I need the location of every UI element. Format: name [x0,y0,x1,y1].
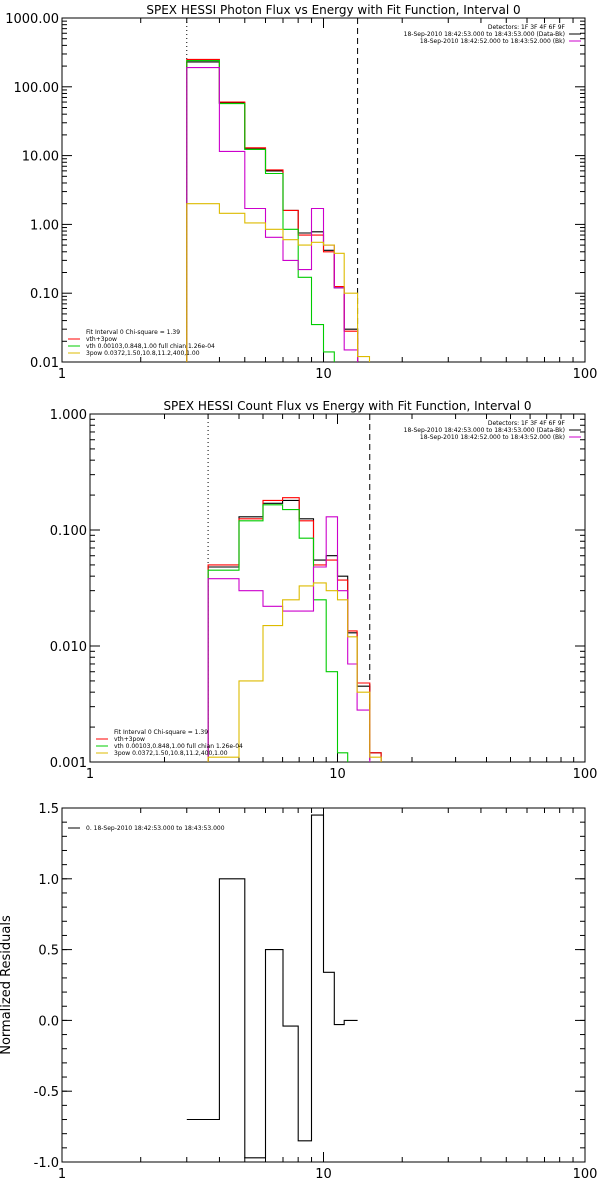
series-line-4 [207,516,371,762]
series-line-5 [207,582,382,762]
chart-panel-1: SPEX HESSI Photon Flux vs Energy with Fi… [5,3,598,382]
y-axis: -1.0 -0.5 0.0 0.5 1.0 1.5 [34,802,585,1171]
x-tick-label: 100 [573,1167,598,1182]
series-line-4 [186,67,359,362]
y-tick-label: 0.0 [38,1014,59,1029]
y-tick-label: 1.000 [50,408,87,423]
y-tick-label: 1.5 [38,802,59,817]
x-tick-label: 10 [329,767,346,782]
x-tick-label: 10 [315,367,332,382]
y-tick-label: 1.00 [30,218,59,233]
y-tick-label: 0.5 [38,944,59,959]
series-line-1 [207,499,382,762]
legend-entry-text: 18-Sep-2010 18:42:53.000 to 18:43:53.000… [404,31,565,38]
x-tick-label: 1 [58,367,66,382]
series-line-1 [186,61,359,362]
y-axis: 0.001 0.010 0.100 1.000 [50,408,585,771]
x-axis: 1 10 100 [58,18,598,382]
legend-entry-text: Detectors: 1F 3F 4F 6F 9F [488,420,566,427]
y-tick-label: 1.0 [38,873,59,888]
chart-title: SPEX HESSI Photon Flux vs Energy with Fi… [146,3,520,17]
y-tick-label: -1.0 [34,1156,59,1171]
series-line-5 [186,203,371,362]
series-line-1 [186,814,358,1159]
y-tick-label: 100.00 [14,81,60,96]
legend-entry-text: vth+3pow [114,736,145,743]
x-axis: 1 10 100 [86,414,598,782]
y-tick-label: 0.01 [30,356,59,371]
legend-entry-text: Fit Interval 0 Chi-square = 1.39 [86,329,180,336]
series-line-2 [186,58,359,362]
legend-legend_bl: Fit Interval 0 Chi-square = 1.39vth+3pow… [68,329,215,357]
chart-panel-2: SPEX HESSI Count Flux vs Energy with Fit… [50,399,598,782]
x-tick-label: 10 [315,1167,332,1182]
series-line-3 [207,504,349,762]
legend-entry-text: 18-Sep-2010 18:42:52.000 to 18:43:52.000… [420,38,565,45]
y-axis-label: Normalized Residuals [0,915,14,1055]
y-tick-label: 0.100 [50,524,87,539]
y-tick-label: 0.001 [50,756,87,771]
x-axis: 1 10 100 [58,808,598,1182]
series-group [186,58,371,362]
legend-legend_tl: 0. 18-Sep-2010 18:42:53.000 to 18:43:53.… [68,825,225,832]
legend-entry-text: vth 0.00103,0.848,1.00 full chian 1.26e-… [114,743,243,750]
legend-entry-text: vth 0.00103,0.848,1.00 full chian 1.26e-… [86,343,215,350]
legend-entry-text: 3pow 0.0372,1.50,10.8,11.2,400,1.00 [114,750,228,757]
series-group [207,497,382,762]
x-tick-label: 100 [573,767,598,782]
legend-entry-text: 18-Sep-2010 18:42:53.000 to 18:43:53.000… [404,427,565,434]
legend-entry-text: 18-Sep-2010 18:42:52.000 to 18:43:52.000… [420,434,565,441]
series-group [186,814,358,1159]
legend-entry-text: 0. 18-Sep-2010 18:42:53.000 to 18:43:53.… [86,825,225,832]
series-line-2 [207,497,382,762]
y-tick-label: 10.00 [22,150,59,165]
legend-entry-text: vth+3pow [86,336,117,343]
y-tick-label: 1000.00 [5,12,59,27]
y-tick-label: -0.5 [34,1085,59,1100]
y-tick-label: 0.010 [50,640,87,655]
chart-title: SPEX HESSI Count Flux vs Energy with Fit… [163,399,531,413]
y-axis: 0.01 0.10 1.00 10.00 100.00 1000.00 [5,12,585,371]
x-tick-label: 100 [573,367,598,382]
legend-entry-text: 3pow 0.0372,1.50,10.8,11.2,400,1.00 [86,350,200,357]
plot-frame [61,17,586,363]
legend-entry-text: Detectors: 1F 3F 4F 6F 9F [488,24,566,31]
x-tick-label: 1 [86,767,94,782]
legend-legend_bl: Fit Interval 0 Chi-square = 1.39vth+3pow… [96,729,243,757]
legend-entry-text: Fit Interval 0 Chi-square = 1.39 [114,729,208,736]
chart-panel-3: 1 10 100 -1.0 -0.5 0.0 0.5 1.0 1.5 Normalized Res… [0,802,597,1182]
x-tick-label: 1 [58,1167,66,1182]
series-line-3 [186,60,335,362]
y-tick-label: 0.10 [30,287,59,302]
